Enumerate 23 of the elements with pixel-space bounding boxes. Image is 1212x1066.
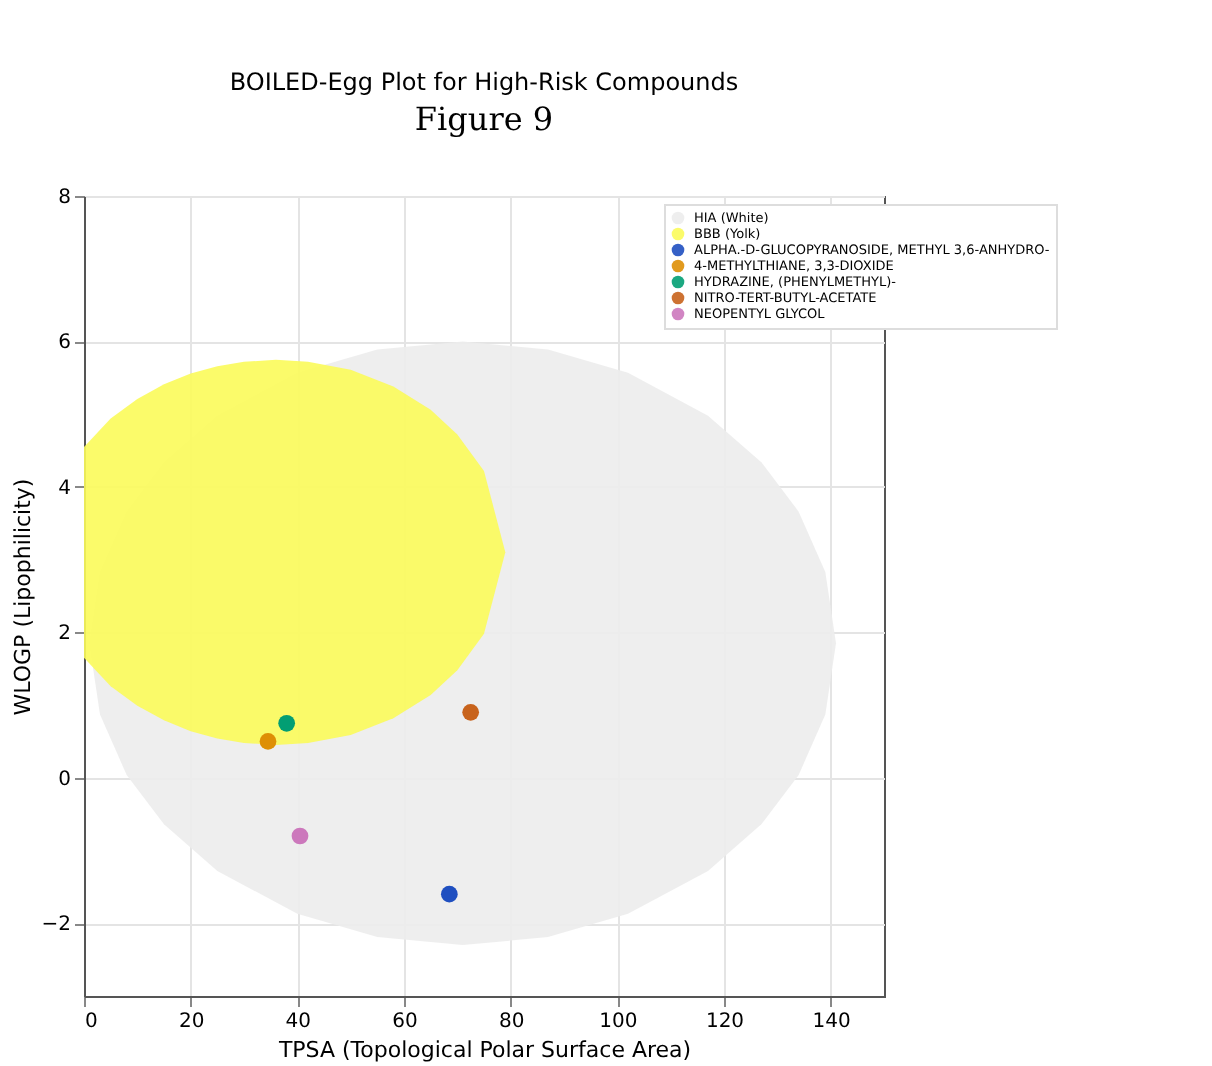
x-tick-label: 40 — [285, 1011, 312, 1033]
x-tick-label: 0 — [85, 1011, 98, 1033]
y-tick-label: −2 — [41, 914, 71, 937]
x-tick-label: 100 — [599, 1011, 638, 1033]
y-axis-title: WLOGP (Lipophilicity) — [9, 478, 36, 716]
y-tick-label: 0 — [58, 768, 71, 791]
y-tick-label: 2 — [58, 623, 71, 646]
x-tick-label: 80 — [498, 1011, 525, 1033]
y-tick-label: 4 — [58, 477, 71, 500]
x-axis-title: TPSA (Topological Polar Surface Area) — [276, 1037, 692, 1063]
point — [462, 704, 480, 721]
y-tick-label: 8 — [58, 187, 71, 209]
x-tick-label: 120 — [705, 1011, 745, 1033]
point — [278, 714, 296, 732]
point — [259, 733, 277, 750]
y-tick-label: 6 — [58, 332, 71, 355]
point — [440, 885, 458, 903]
x-tick-label: 20 — [178, 1011, 205, 1033]
x-tick-label: 140 — [812, 1011, 851, 1033]
caption: Figure 9 — [414, 100, 554, 138]
x-tick-label: 60 — [392, 1011, 418, 1033]
chart-title: BOILED-Egg Plot for High-Risk Compounds — [229, 68, 739, 96]
point — [291, 827, 309, 845]
